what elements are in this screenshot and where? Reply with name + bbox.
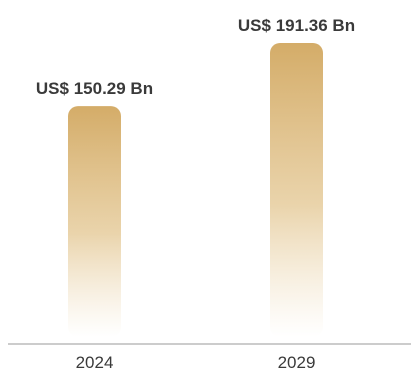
bar-2024 xyxy=(68,106,121,337)
data-label-2024: US$ 150.29 Bn xyxy=(36,79,153,98)
x-tick-labels-layer: 2024 2029 xyxy=(76,353,316,372)
data-label-2029: US$ 191.36 Bn xyxy=(238,16,355,35)
value-labels-layer: US$ 150.29 Bn US$ 191.36 Bn xyxy=(36,16,355,98)
x-tick-label-2029: 2029 xyxy=(278,353,316,372)
x-tick-label-2024: 2024 xyxy=(76,353,114,372)
bar-2029 xyxy=(270,43,323,337)
bars-layer xyxy=(68,43,323,337)
